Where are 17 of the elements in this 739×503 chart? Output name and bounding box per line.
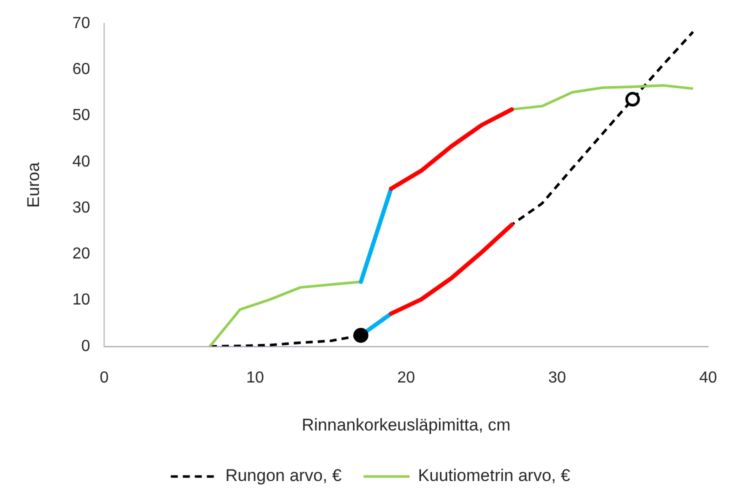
y-tick-label: 10 bbox=[72, 292, 90, 309]
y-tick-label: 20 bbox=[72, 246, 90, 263]
x-tick-label: 20 bbox=[397, 369, 416, 386]
y-tick-label: 70 bbox=[72, 15, 90, 32]
x-tick-label: 10 bbox=[246, 369, 264, 386]
x-tick-label: 40 bbox=[699, 369, 718, 386]
y-tick-label: 60 bbox=[72, 61, 90, 78]
x-axis-title: Rinnankorkeusläpimitta, cm bbox=[302, 415, 511, 434]
y-tick-label: 0 bbox=[81, 338, 90, 355]
legend-label: Rungon arvo, € bbox=[225, 466, 342, 486]
legend-label: Kuutiometrin arvo, € bbox=[418, 466, 571, 486]
y-tick-label: 30 bbox=[72, 199, 90, 216]
x-tick-label: 0 bbox=[100, 369, 109, 386]
y-tick-label: 50 bbox=[72, 107, 90, 124]
y-tick-label: 40 bbox=[72, 153, 90, 170]
y-axis-title: Euroa bbox=[24, 162, 43, 208]
x-tick-label: 30 bbox=[548, 369, 566, 386]
